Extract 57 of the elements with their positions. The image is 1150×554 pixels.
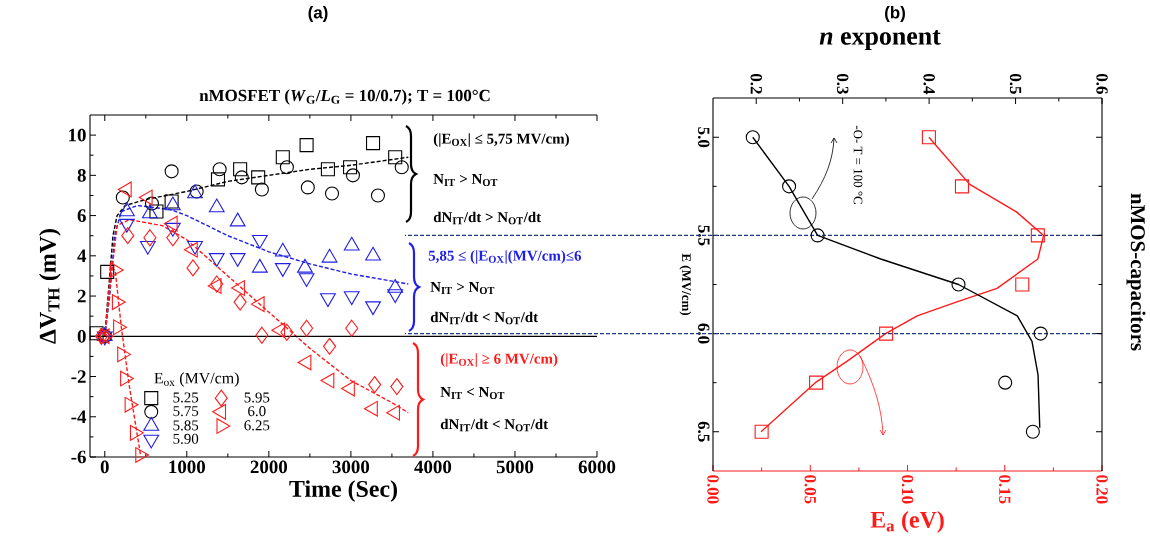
y-tick-label: 8 bbox=[77, 168, 86, 182]
x2-tick-label: 0.4 bbox=[923, 73, 935, 95]
y-tick-label: 0 bbox=[77, 329, 86, 343]
legend-title: E$_{ox}$ (MV/cm) bbox=[154, 372, 239, 387]
x-tick-label: 1000 bbox=[169, 460, 206, 474]
annotation: N$_{IT}$ > N$_{OT}$ bbox=[433, 173, 498, 187]
annotation: dN$_{IT}$/dt < N$_{OT}$/dt bbox=[440, 418, 549, 432]
legend-label: 5.95 bbox=[244, 392, 270, 403]
y-axis-title: E (MV/cm) bbox=[679, 253, 692, 316]
annotation: N$_{IT}$ > N$_{OT}$ bbox=[430, 281, 495, 295]
annotation: (|E$_{OX}$| ≤ 5,75 MV/cm) bbox=[433, 133, 569, 147]
x-axis-title: Time (Sec) bbox=[289, 480, 397, 502]
x-tick-label: 0.20 bbox=[1096, 475, 1108, 504]
y-axis-title: ΔV$_{TH}$ (mV) bbox=[39, 229, 61, 344]
y-tick-label: -2 bbox=[71, 370, 86, 383]
x2-tick-label: 0.6 bbox=[1096, 73, 1108, 94]
x-tick-label: 0 bbox=[100, 460, 109, 474]
annotation: N$_{IT}$ < N$_{OT}$ bbox=[440, 386, 505, 400]
chart-title: (b) bbox=[885, 6, 905, 22]
y-tick-label: 6.0 bbox=[697, 323, 710, 344]
x-tick-label: 2000 bbox=[250, 460, 288, 474]
x-tick-label: 0.10 bbox=[901, 475, 914, 504]
x-tick-label: 3000 bbox=[332, 460, 370, 474]
legend-label: 5.85 bbox=[173, 420, 199, 431]
legend-label: 5.75 bbox=[173, 406, 199, 417]
annotation: -O- T = 100 °C bbox=[853, 125, 863, 204]
y-tick-label: 6.5 bbox=[698, 421, 710, 442]
legend-label: 6.0 bbox=[248, 406, 266, 417]
legend-label: 6.25 bbox=[244, 420, 270, 431]
text: nMOS-capacitors bbox=[1126, 193, 1146, 351]
annotation: (|E$_{OX}$| ≥ 6 MV/cm) bbox=[440, 353, 558, 367]
annotation: 5,85 ≤ (|E$_{OX}$|(MV/cm)≤6 bbox=[428, 250, 582, 264]
chart-title: (a) bbox=[308, 6, 328, 22]
x-axis-title: E$_{a}$ (eV) bbox=[870, 511, 944, 533]
y-tick-label: 6 bbox=[77, 209, 86, 222]
annotation: dN$_{IT}$/dt > N$_{OT}$/dt bbox=[433, 211, 542, 225]
annotation: dN$_{IT}$/dt < N$_{OT}$/dt bbox=[430, 311, 539, 325]
chart-subtitle: nMOSFET (W$_{G}$/L$_{G}$ = 10/0.7); T = 100°C bbox=[199, 89, 490, 105]
y-tick-label: 2 bbox=[77, 289, 86, 303]
y-tick-label: 10 bbox=[69, 128, 86, 142]
x2-axis-title: n exponent bbox=[819, 29, 941, 51]
x-tick-label: 0.05 bbox=[804, 475, 817, 504]
x-tick-label: 0.00 bbox=[707, 475, 719, 504]
x2-tick-label: 0.3 bbox=[836, 73, 849, 94]
x-tick-label: 0.15 bbox=[999, 475, 1011, 504]
x-tick-label: 5000 bbox=[496, 460, 534, 474]
x-tick-label: 6000 bbox=[578, 460, 616, 474]
y-tick-label: -6 bbox=[71, 450, 86, 464]
y-tick-label: 4 bbox=[77, 249, 87, 263]
legend-label: 5.90 bbox=[173, 433, 199, 444]
y-tick-label: -4 bbox=[71, 410, 87, 423]
legend-label: 5.25 bbox=[173, 392, 199, 403]
x2-tick-label: 0.5 bbox=[1009, 73, 1022, 94]
x2-tick-label: 0.2 bbox=[750, 73, 762, 94]
y-tick-label: 5.0 bbox=[697, 127, 710, 148]
y-tick-label: 5.5 bbox=[698, 225, 710, 246]
x-tick-label: 4000 bbox=[414, 460, 452, 474]
